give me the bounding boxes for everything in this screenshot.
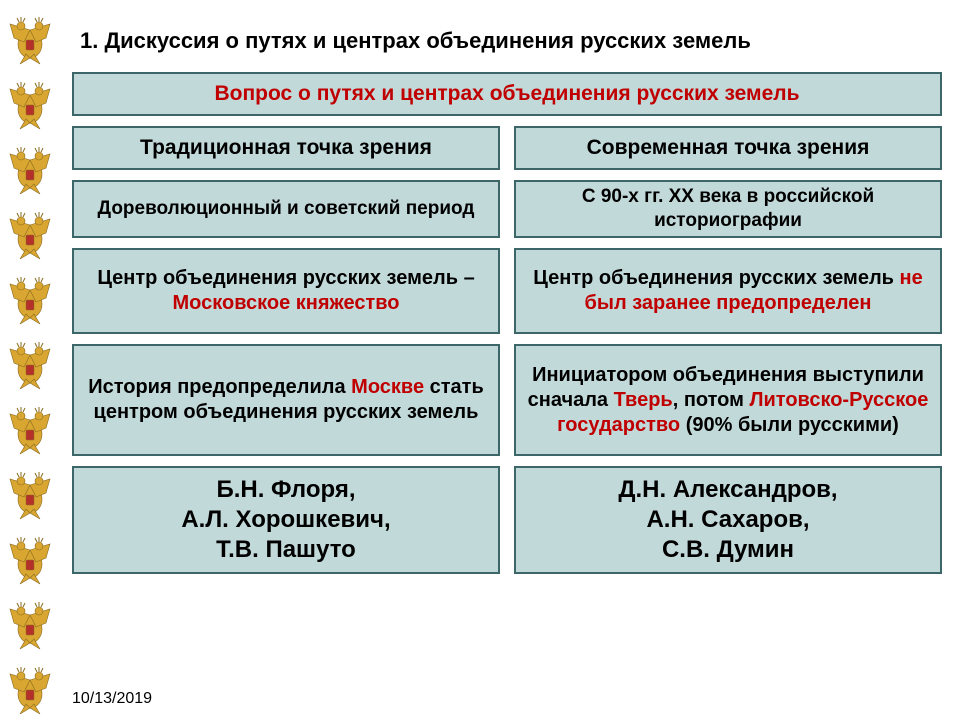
modern-cell: Д.Н. Александров, А.Н. Сахаров, С.В. Думин xyxy=(514,466,942,574)
cell-text: Центр объединения русских земель не был … xyxy=(524,266,932,316)
cell-text: Инициатором объединения выступили сначал… xyxy=(524,363,932,438)
text-segment: Центр объединения русских земель – xyxy=(97,267,474,289)
text-line: А.Н. Сахаров, xyxy=(646,506,809,533)
coat-of-arms-icon xyxy=(4,209,56,261)
cell-text: Центр объединения русских земель – Моско… xyxy=(82,266,490,316)
modern-cell: Инициатором объединения выступили сначал… xyxy=(514,344,942,456)
text-segment: Тверь xyxy=(614,389,673,411)
coat-of-arms-icon xyxy=(4,144,56,196)
text-segment: С 90-х гг. XX века в российской историог… xyxy=(582,186,874,231)
traditional-cell: Б.Н. Флоря, А.Л. Хорошкевич, Т.В. Пашуто xyxy=(72,466,500,574)
text-segment: История предопределила xyxy=(88,376,351,398)
cell-text: Дореволюционный и советский период xyxy=(98,197,475,221)
table-row: Центр объединения русских земель – Моско… xyxy=(72,248,942,334)
cell-text: Традиционная точка зрения xyxy=(140,135,432,161)
coat-of-arms-icon xyxy=(4,534,56,586)
slide: 1. Дискуссия о путях и центрах объединен… xyxy=(0,0,960,720)
coat-of-arms-icon xyxy=(4,469,56,521)
traditional-cell: Дореволюционный и советский период xyxy=(72,180,500,238)
modern-cell: Современная точка зрения xyxy=(514,126,942,170)
text-segment: (90% были русскими) xyxy=(686,414,899,436)
question-text: Вопрос о путях и центрах объединения рус… xyxy=(214,81,799,107)
content-area: 1. Дискуссия о путях и центрах объединен… xyxy=(72,28,942,584)
emblem-strip xyxy=(0,0,60,720)
coat-of-arms-icon xyxy=(4,339,56,391)
cell-text: История предопределила Москве стать цент… xyxy=(82,375,490,425)
coat-of-arms-icon xyxy=(4,404,56,456)
table-row: Дореволюционный и советский период С 90-х… xyxy=(72,180,942,238)
text-line: Т.В. Пашуто xyxy=(216,536,356,563)
text-line: Д.Н. Александров, xyxy=(618,476,837,503)
text-segment: Традиционная точка зрения xyxy=(140,136,432,159)
text-segment: Современная точка зрения xyxy=(587,136,870,159)
coat-of-arms-icon xyxy=(4,274,56,326)
text-segment: Москве xyxy=(351,376,424,398)
cell-text: Д.Н. Александров, А.Н. Сахаров, С.В. Думин xyxy=(618,475,837,565)
cell-text: Б.Н. Флоря, А.Л. Хорошкевич, Т.В. Пашуто xyxy=(181,475,390,565)
table-row: Б.Н. Флоря, А.Л. Хорошкевич, Т.В. Пашуто Д.… xyxy=(72,466,942,574)
table-row: Традиционная точка зрения Современная точ… xyxy=(72,126,942,170)
comparison-table: Традиционная точка зрения Современная точ… xyxy=(72,126,942,574)
traditional-cell: История предопределила Москве стать цент… xyxy=(72,344,500,456)
text-segment: Московское княжество xyxy=(173,292,400,314)
question-box: Вопрос о путях и центрах объединения рус… xyxy=(72,72,942,116)
slide-title: 1. Дискуссия о путях и центрах объединен… xyxy=(72,28,942,54)
coat-of-arms-icon xyxy=(4,14,56,66)
text-line: А.Л. Хорошкевич, xyxy=(181,506,390,533)
traditional-cell: Центр объединения русских земель – Моско… xyxy=(72,248,500,334)
cell-text: Современная точка зрения xyxy=(587,135,870,161)
coat-of-arms-icon xyxy=(4,664,56,716)
coat-of-arms-icon xyxy=(4,79,56,131)
text-segment: , потом xyxy=(673,389,750,411)
text-line: С.В. Думин xyxy=(662,536,794,563)
slide-date: 10/13/2019 xyxy=(72,690,152,708)
text-line: Б.Н. Флоря, xyxy=(216,476,355,503)
text-segment: Дореволюционный и советский период xyxy=(98,198,475,219)
traditional-cell: Традиционная точка зрения xyxy=(72,126,500,170)
modern-cell: С 90-х гг. XX века в российской историог… xyxy=(514,180,942,238)
coat-of-arms-icon xyxy=(4,599,56,651)
cell-text: С 90-х гг. XX века в российской историог… xyxy=(524,185,932,233)
modern-cell: Центр объединения русских земель не был … xyxy=(514,248,942,334)
text-segment: Центр объединения русских земель xyxy=(533,267,899,289)
table-row: История предопределила Москве стать цент… xyxy=(72,344,942,456)
